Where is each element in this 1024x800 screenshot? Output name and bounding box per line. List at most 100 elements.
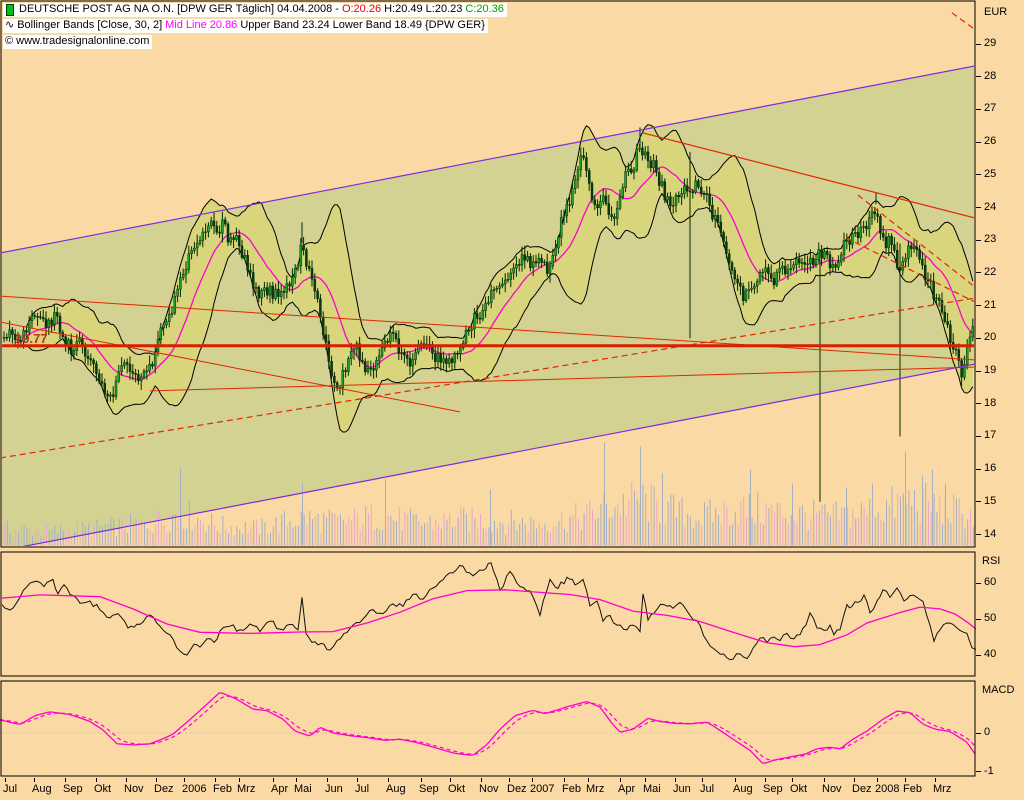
bollinger-label: Bollinger Bands [Close, 30, 2] [17,19,163,31]
price-tick-15: 15 [984,494,997,507]
macd-tick--1: -1 [984,764,994,777]
trendline-downtrend-2007-peak [642,132,974,219]
indicator-wave-icon: ∿ [5,19,15,31]
x-axis-tick [702,778,703,782]
x-axis-label-Aug: Aug [386,783,406,795]
price-tick-29: 29 [984,37,997,49]
trendline-dashed-top-right [951,12,974,30]
price-tick-21: 21 [984,298,997,311]
price-tick-mark [976,272,981,274]
x-axis-tick [645,778,646,782]
x-axis-label-Okt: Okt [790,783,808,795]
price-tick-mark [976,370,981,372]
price-tick-mark [976,76,981,78]
x-axis-tick [564,778,565,782]
x-axis-label-Dez: Dez [154,783,174,795]
high-low-values: H:20.49 L:20.23 [384,3,463,15]
price-tick-mark [976,174,981,176]
x-axis-label-Jun: Jun [673,783,691,795]
x-axis-label-Okt: Okt [448,783,466,795]
price-tick-mark [976,305,981,307]
close-value: C:20.36 [465,3,504,15]
x-axis-tick [5,778,6,782]
price-tick-28: 28 [984,69,997,82]
price-tick-mark [976,403,981,405]
x-axis-label-Sep: Sep [63,783,83,795]
indicator-legend: ∿ Bollinger Bands [Close, 30, 2] Mid Lin… [3,19,488,33]
x-axis-label-Okt: Okt [94,783,112,795]
price-tick-26: 26 [984,135,997,148]
trendline-channel-upper [2,65,974,254]
instrument-legend: DEUTSCHE POST AG NA O.N. [DPW GER Täglic… [3,3,507,17]
price-tick-16: 16 [984,462,997,475]
trendline-support-rising [149,366,974,392]
x-axis-tick [765,778,766,782]
band-values: Upper Band 23.24 Lower Band 18.49 {DPW G… [240,19,485,31]
x-axis-label-2006: 2006 [182,783,207,795]
x-axis-label-Feb: Feb [903,783,922,795]
x-axis-tick [481,778,482,782]
x-axis-tick [675,778,676,782]
x-axis-tick [184,778,185,782]
price-tick-mark [976,43,981,45]
x-axis-tick [935,778,936,782]
x-axis-label-Nov: Nov [479,783,499,795]
x-axis-label-Sep: Sep [763,783,783,795]
x-axis-label-Aug: Aug [32,783,52,795]
price-tick-17: 17 [984,429,997,442]
x-axis-tick [156,778,157,782]
x-axis-tick [854,778,855,782]
price-tick-mark [976,207,981,208]
x-axis-label-Dez: Dez [507,783,527,795]
rsi-tick-mark [976,582,981,584]
candlestick-icon [6,3,14,16]
price-panel [0,0,976,548]
price-tick-mark [976,337,981,339]
trendline-downtrend-dashed-2 [845,237,974,303]
price-tick-25: 25 [984,167,997,180]
price-tick-23: 23 [984,233,997,246]
x-axis-label-Dez: Dez [852,783,872,795]
price-tick-mark [976,108,981,110]
trendline-downtrend-dashed-1 [857,194,974,287]
open-value: O:20.26 [341,3,382,15]
price-tick-mark [976,468,981,470]
x-axis-tick [509,778,510,782]
x-axis-label-Feb: Feb [562,783,581,795]
rsi-tick-60: 60 [984,576,997,588]
x-axis-tick [877,778,878,782]
price-tick-20: 20 [984,331,997,344]
x-axis-label-Apr: Apr [618,783,636,795]
price-tick-27: 27 [984,102,997,115]
x-axis-tick [273,778,274,782]
macd-tick-0: 0 [984,726,991,738]
x-axis-label-Aug: Aug [733,783,753,795]
x-axis-label-Jul: Jul [355,783,370,795]
rsi-tick-50: 50 [984,612,997,624]
price-tick-18: 18 [984,396,997,409]
x-axis-label-Mrz: Mrz [237,783,256,795]
x-axis-tick [905,778,906,782]
x-axis-tick [588,778,589,782]
x-axis-tick [34,778,35,782]
x-axis-label-Nov: Nov [822,783,842,795]
price-tick-22: 22 [984,265,997,278]
macd-axis-label: MACD [982,684,1015,696]
price-tick-14: 14 [984,527,997,540]
x-axis-label-Mai: Mai [643,783,661,795]
x-axis-label-Jul: Jul [700,783,715,795]
midline-value: Mid Line 20.86 [165,19,238,31]
x-axis-tick [357,778,358,782]
trendline-resistance-gentle-down [2,295,974,361]
price-tick-24: 24 [984,200,997,213]
x-axis-label-Mrz: Mrz [586,783,605,795]
price-tick-mark [976,141,981,143]
x-axis-tick [735,778,736,782]
x-axis-tick [388,778,389,782]
price-axis-unit: EUR [984,6,1008,18]
price-tick-mark [976,501,981,503]
price-tick-mark [976,239,981,241]
rsi-tick-mark [976,618,981,620]
x-axis-tick [126,778,127,782]
price-level-label: 19.77 [15,330,48,346]
